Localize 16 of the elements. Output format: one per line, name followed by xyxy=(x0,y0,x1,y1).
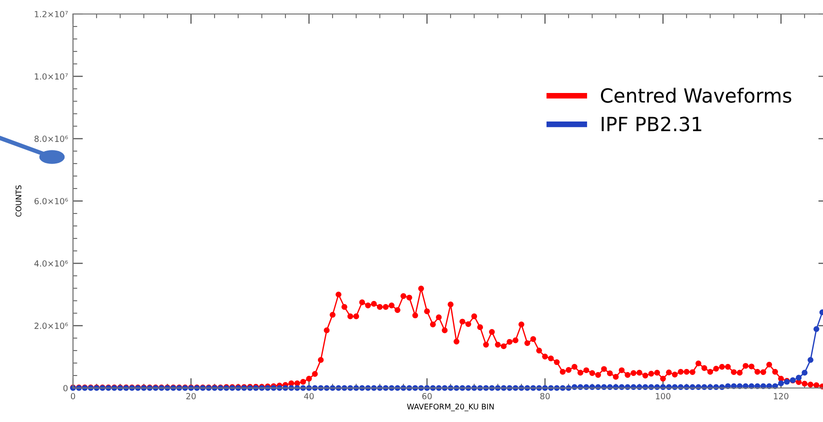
x-tick-label: 0 xyxy=(70,393,76,400)
x-tick-label: 40 xyxy=(304,393,314,400)
x-tick-label: 60 xyxy=(422,393,432,400)
y-tick-label: 1.2×10⁷ xyxy=(34,10,68,18)
x-tick-label: 80 xyxy=(540,393,550,400)
y-tick-label: 4.0×10⁶ xyxy=(34,260,68,267)
x-tick-label: 120 xyxy=(774,393,788,400)
y-tick-label: 1.0×10⁷ xyxy=(34,73,68,80)
y-tick-label: 2.0×10⁶ xyxy=(34,322,68,329)
x-tick-label: 20 xyxy=(186,393,196,400)
legend-label: IPF PB2.31 xyxy=(602,116,702,132)
x-tick-label: 100 xyxy=(656,393,670,400)
y-tick-label: 0 xyxy=(63,384,68,392)
legend-label: Centred Waveforms xyxy=(600,88,792,103)
y-tick-label: 8.0×10⁶ xyxy=(34,136,68,142)
y-tick-label: 6.0×10⁶ xyxy=(34,198,68,204)
